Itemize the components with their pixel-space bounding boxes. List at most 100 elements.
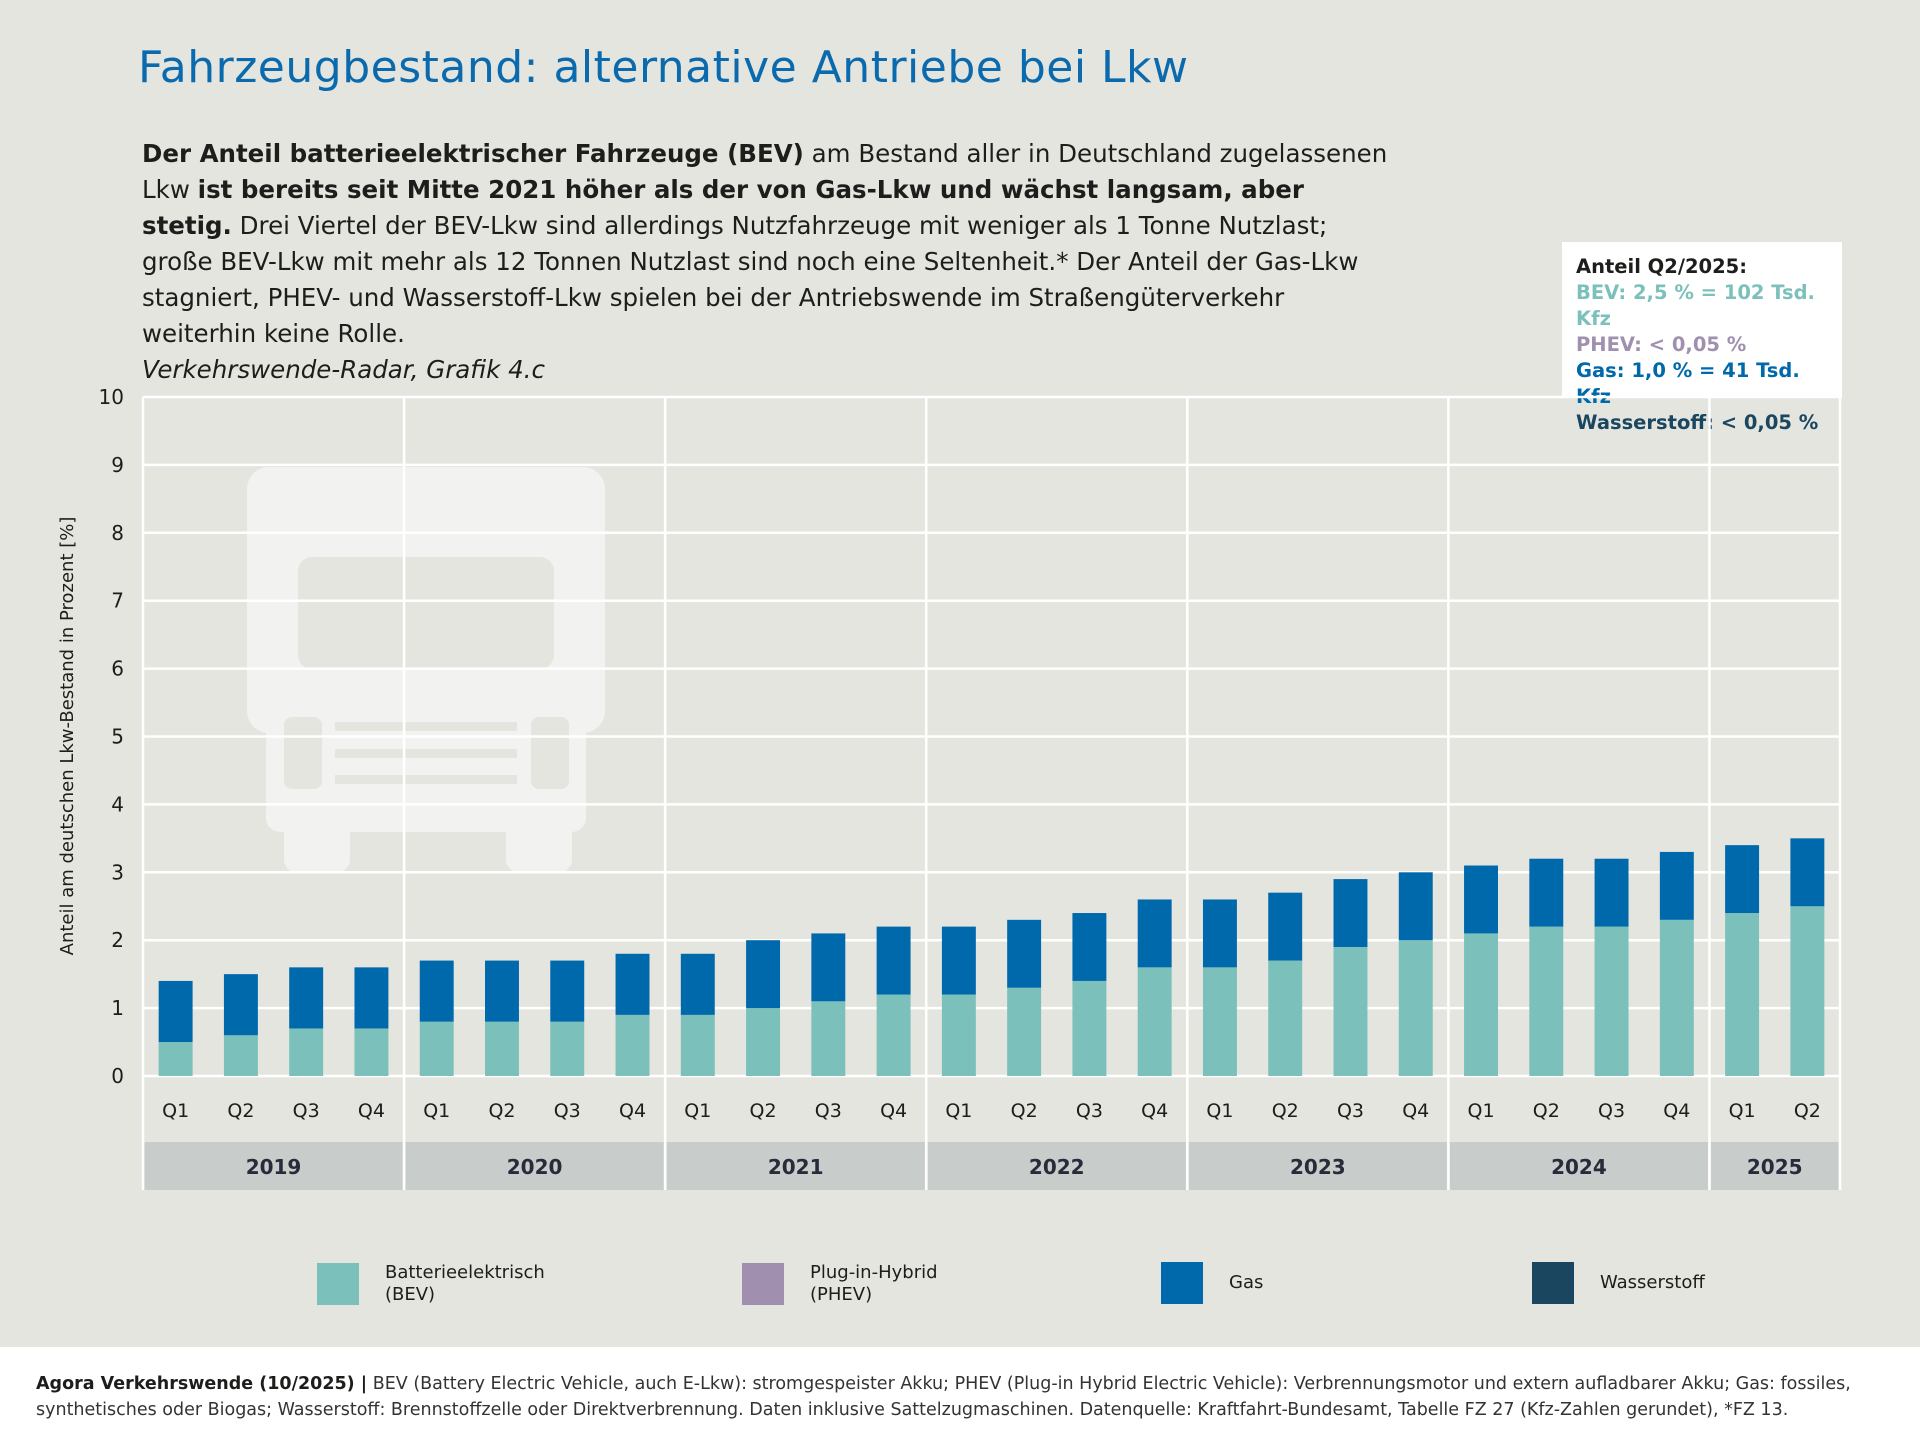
year-band <box>1710 1142 1839 1190</box>
legend-item: Plug-in-Hybrid (PHEV) <box>742 1262 938 1306</box>
bar-bev <box>1725 913 1760 1076</box>
bar-gas <box>1202 899 1237 968</box>
year-label: 2024 <box>1551 1155 1607 1179</box>
x-tick-label: Q1 <box>684 1100 711 1122</box>
bar-gas <box>1790 838 1825 907</box>
bar-bev <box>941 994 976 1076</box>
bar-bev <box>1268 960 1303 1076</box>
bar-bev <box>1398 940 1433 1076</box>
info-bev: BEV: 2,5 % = 102 Tsd. Kfz <box>1576 281 1815 330</box>
year-label: 2022 <box>1029 1155 1085 1179</box>
bar-bev <box>550 1021 585 1076</box>
y-tick-label: 10 <box>99 385 124 409</box>
bar-bev <box>680 1014 715 1076</box>
x-tick-label: Q2 <box>488 1100 515 1122</box>
bar-gas <box>1659 851 1694 920</box>
year-band <box>927 1142 1186 1190</box>
bar-bev <box>1137 967 1172 1076</box>
y-tick-label: 2 <box>111 928 124 952</box>
bar-bev <box>1659 919 1694 1076</box>
y-tick-label: 7 <box>111 589 124 613</box>
intro-text-1: am Bestand aller in Deutschland zugelass… <box>142 139 1388 204</box>
year-label: 2021 <box>768 1155 824 1179</box>
bar-gas <box>223 974 258 1036</box>
x-tick-label: Q2 <box>227 1100 254 1122</box>
bar-gas <box>876 926 911 995</box>
y-tick-label: 6 <box>111 657 124 681</box>
x-tick-label: Q4 <box>358 1100 385 1122</box>
intro-text: Der Anteil batterieelektrischer Fahrzeug… <box>142 136 1402 388</box>
x-tick-label: Q3 <box>1076 1100 1103 1122</box>
legend-label: Plug-in-Hybrid (PHEV) <box>810 1262 938 1305</box>
bar-gas <box>419 960 454 1022</box>
bar-bev <box>1790 906 1825 1076</box>
x-tick-label: Q1 <box>1467 1100 1494 1122</box>
x-tick-label: Q2 <box>750 1100 777 1122</box>
intro-bold-2: ist bereits seit Mitte 2021 höher als de… <box>142 175 1304 240</box>
source-line: Verkehrswende-Radar, Grafik 4.c <box>142 355 545 384</box>
legend-label: Gas <box>1229 1272 1264 1293</box>
bar-bev <box>1202 967 1237 1076</box>
x-tick-label: Q1 <box>1206 1100 1233 1122</box>
bar-bev <box>158 1042 193 1076</box>
bar-bev <box>223 1035 258 1076</box>
bar-gas <box>746 940 781 1009</box>
y-tick-label: 5 <box>111 725 124 749</box>
x-tick-label: Q4 <box>1402 1100 1429 1122</box>
bar-bev <box>1333 946 1368 1076</box>
y-tick-label: 4 <box>111 792 124 816</box>
bar-gas <box>1072 913 1107 981</box>
year-band <box>666 1142 925 1190</box>
bar-gas <box>1725 845 1760 914</box>
x-tick-label: Q4 <box>1663 1100 1690 1122</box>
y-tick-label: 0 <box>111 1064 124 1088</box>
year-band <box>1188 1142 1447 1190</box>
bar-gas <box>1137 899 1172 968</box>
year-label: 2025 <box>1747 1155 1803 1179</box>
x-tick-label: Q3 <box>815 1100 842 1122</box>
bar-gas <box>1529 858 1564 927</box>
bar-gas <box>354 967 389 1029</box>
bar-bev <box>1594 926 1629 1076</box>
bar-bev <box>876 994 911 1076</box>
legend-swatch <box>1532 1262 1574 1304</box>
year-band <box>144 1142 403 1190</box>
legend-swatch <box>1161 1262 1203 1304</box>
info-phev: PHEV: < 0,05 % <box>1576 333 1747 356</box>
y-tick-label: 1 <box>111 996 124 1020</box>
bar-gas <box>1333 879 1368 947</box>
bar-gas <box>1464 865 1498 934</box>
bar-gas <box>941 926 976 995</box>
bar-gas <box>158 980 193 1043</box>
x-tick-label: Q3 <box>554 1100 581 1122</box>
legend-swatch <box>317 1263 359 1305</box>
stacked-bar-chart: 0 1 2 3 4 5 6 7 8 9 10 2019 2020 2021 2022 2023 2024 2025… <box>57 385 1842 1190</box>
bar-bev <box>289 1028 324 1076</box>
year-band <box>405 1142 664 1190</box>
info-box: Anteil Q2/2025: BEV: 2,5 % = 102 Tsd. Kf… <box>1562 242 1842 434</box>
page-title: Fahrzeugbestand: alternative Antriebe be… <box>138 42 1189 93</box>
bar-gas <box>485 960 519 1022</box>
x-tick-label: Q3 <box>1598 1100 1625 1122</box>
info-heading: Anteil Q2/2025: <box>1576 255 1748 278</box>
intro-text-2: Drei Viertel der BEV-Lkw sind allerdings… <box>142 211 1359 348</box>
bar-gas <box>289 967 324 1029</box>
bar-bev <box>485 1021 519 1076</box>
legend-item: Gas <box>1161 1262 1263 1304</box>
y-tick-label: 9 <box>111 453 124 477</box>
year-label: 2023 <box>1290 1155 1346 1179</box>
legend-item: Batterieelektrisch (BEV) <box>317 1262 545 1306</box>
x-tick-label: Q2 <box>1011 1100 1038 1122</box>
bar-gas <box>1268 892 1303 961</box>
bar-bev <box>1072 980 1107 1076</box>
legend-label: Batterieelektrisch (BEV) <box>385 1262 545 1305</box>
footer-text: BEV (Battery Electric Vehicle, auch E-Lk… <box>36 1374 1851 1420</box>
bar-bev <box>1529 926 1564 1076</box>
bar-bev <box>1007 987 1042 1076</box>
info-h2: Wasserstoff: < 0,05 % <box>1576 411 1819 434</box>
x-tick-label: Q3 <box>293 1100 320 1122</box>
bar-gas <box>811 933 846 1002</box>
intro-bold-1: Der Anteil batterieelektrischer Fahrzeug… <box>142 139 804 168</box>
bar-bev <box>354 1028 389 1076</box>
legend-item: Wasserstoff <box>1532 1262 1705 1304</box>
